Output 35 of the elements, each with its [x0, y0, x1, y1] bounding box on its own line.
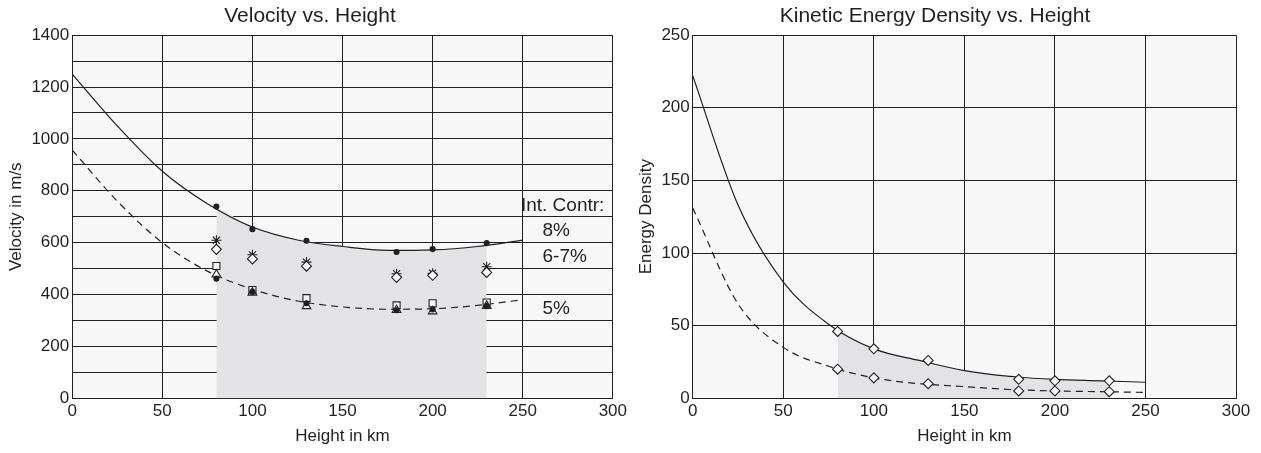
y-tick-label: 0	[680, 387, 690, 407]
x-tick-label: 100	[859, 401, 889, 421]
x-tick-label: 250	[1131, 401, 1160, 421]
y-tick-label: 100	[661, 242, 690, 262]
y-tick-label: 1000	[31, 128, 70, 148]
y-tick-label: 1200	[31, 76, 70, 96]
x-tick-label: 200	[418, 401, 447, 421]
x-tick-label: 50	[152, 401, 172, 421]
y-tick-label: 150	[661, 170, 690, 190]
annotation: Int. Contr:	[520, 194, 605, 216]
x-axis-title: Height in km	[917, 426, 1012, 446]
chart-title: Velocity vs. Height	[224, 3, 396, 27]
y-tick-label: 1400	[31, 24, 70, 44]
y-tick-label: 50	[670, 315, 690, 335]
y-axis-title: Velocity in m/s	[5, 162, 25, 272]
y-tick-label: 800	[40, 180, 70, 200]
annotation: 8%	[542, 219, 571, 241]
x-tick-label: 150	[328, 401, 357, 421]
x-tick-label: 300	[1221, 401, 1251, 421]
x-tick-label: 250	[508, 401, 537, 421]
y-tick-label: 200	[661, 97, 690, 117]
x-tick-label: 50	[773, 401, 793, 421]
y-axis-title: Energy Density	[635, 158, 655, 275]
y-tick-label: 600	[40, 232, 70, 252]
x-axis-title: Height in km	[295, 426, 390, 446]
chart-title: Kinetic Energy Density vs. Height	[779, 3, 1091, 27]
x-tick-label: 300	[598, 401, 628, 421]
annotation: 6-7%	[542, 244, 587, 266]
annotation: 5%	[542, 297, 571, 319]
x-tick-label: 150	[950, 401, 979, 421]
y-tick-label: 250	[661, 24, 690, 44]
x-tick-label: 200	[1040, 401, 1070, 421]
x-tick-label: 100	[238, 401, 267, 421]
y-tick-label: 400	[40, 284, 70, 304]
y-tick-label: 200	[40, 336, 70, 356]
